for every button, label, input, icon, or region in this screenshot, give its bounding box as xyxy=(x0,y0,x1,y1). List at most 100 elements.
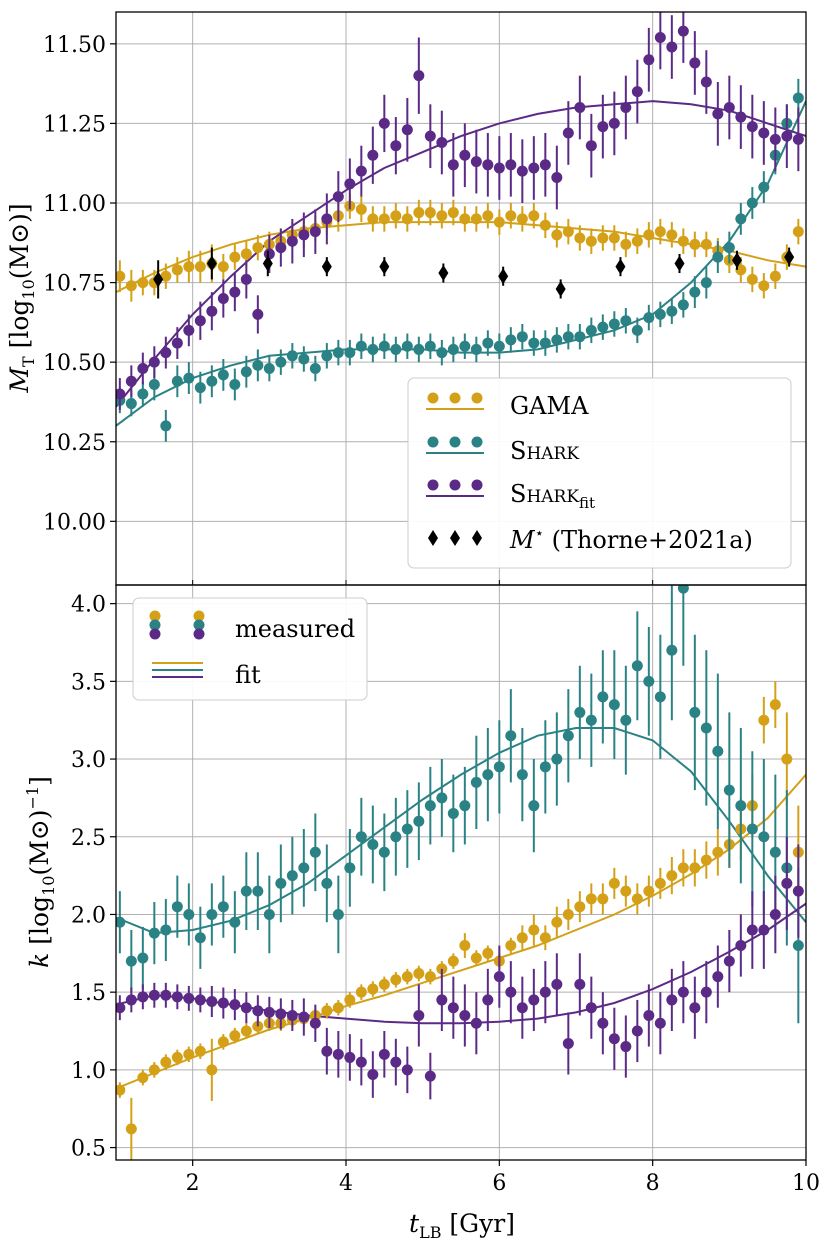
top-shark-fit-line xyxy=(116,100,806,427)
top-shark-point xyxy=(689,286,701,298)
bot-gama-point xyxy=(116,1084,126,1096)
bot-shark-point xyxy=(631,660,643,672)
top-sharkfit-point xyxy=(608,117,620,129)
top-shark-point xyxy=(171,375,183,387)
bot-sharkfit-point xyxy=(482,994,494,1006)
top-gama-point xyxy=(470,213,482,225)
top-shark-point xyxy=(562,331,574,343)
top-mstar-point xyxy=(784,249,795,266)
top-mstar-point xyxy=(732,252,742,269)
top-ytick-label: 11.50 xyxy=(43,33,106,58)
top-gama-point xyxy=(436,210,448,222)
legend-handle-shark-fit-marker xyxy=(427,479,439,491)
bot-shark-point xyxy=(240,885,252,897)
bot-sharkfit-point xyxy=(217,997,229,1009)
bot-sharkfit-point xyxy=(769,908,781,920)
legend-label-shark-fit: Sharkfit xyxy=(510,480,595,512)
bot-sharkfit-point xyxy=(378,1048,390,1060)
top-shark-point xyxy=(229,378,241,390)
top-sharkfit-point xyxy=(116,388,126,400)
bot-sharkfit-point xyxy=(470,1017,482,1029)
top-sharkfit-point xyxy=(217,293,229,304)
bot-gama-point xyxy=(160,1056,172,1068)
bot-shark-point xyxy=(263,908,275,920)
top-sharkfit-point xyxy=(528,162,540,174)
bot-ytick-label: 1.0 xyxy=(71,1059,106,1084)
bot-shark-point xyxy=(493,761,505,773)
bot-sharkfit-point xyxy=(332,1048,344,1060)
legend-handle-gama-marker xyxy=(449,392,461,404)
top-gama-point xyxy=(792,226,804,238)
legend-label-measured: measured xyxy=(235,615,355,643)
bot-shark-point xyxy=(551,753,563,765)
top-shark-point xyxy=(459,340,471,352)
top-shark-point xyxy=(597,321,609,333)
legend-handle-mstar-marker xyxy=(428,530,438,546)
bot-shark-point xyxy=(792,940,804,952)
bot-sharkfit-point xyxy=(298,1011,310,1023)
bot-shark-point xyxy=(758,831,770,843)
bot-shark-point xyxy=(746,823,758,835)
bot-sharkfit-point xyxy=(194,994,206,1006)
top-sharkfit-point xyxy=(551,172,563,184)
bot-gama-point xyxy=(585,893,597,905)
top-ytick-label: 11.25 xyxy=(43,112,106,137)
top-shark-point xyxy=(275,356,287,368)
bot-shark-point xyxy=(689,706,701,718)
bot-gama-point xyxy=(700,854,712,866)
bot-shark-point xyxy=(390,831,402,843)
top-sharkfit-point xyxy=(263,248,275,260)
top-shark-point xyxy=(482,337,494,349)
top-sharkfit-point xyxy=(447,159,459,171)
bot-gama-point xyxy=(217,1036,229,1048)
bot-sharkfit-point xyxy=(309,1017,321,1029)
top-gama-point xyxy=(183,261,195,273)
top-shark-point xyxy=(390,343,402,355)
top-gama-point xyxy=(378,213,390,225)
top-gama-point xyxy=(539,219,551,231)
top-sharkfit-point xyxy=(436,137,448,149)
top-shark-point xyxy=(183,372,195,384)
bot-sharkfit-point xyxy=(413,1009,425,1021)
top-sharkfit-point xyxy=(585,140,597,152)
top-mstar-point xyxy=(206,255,217,272)
top-sharkfit-point xyxy=(539,159,551,171)
top-mstar-point xyxy=(321,258,332,275)
bot-gama-point xyxy=(643,885,655,897)
top-sharkfit-point xyxy=(332,191,344,203)
top-gama-point xyxy=(194,261,206,273)
top-gama-point xyxy=(769,270,781,282)
bot-gama-point xyxy=(355,986,367,998)
bot-gama-point xyxy=(608,877,620,889)
bot-sharkfit-point xyxy=(263,1006,275,1018)
bot-gama-point xyxy=(654,877,666,889)
bot-gama-point xyxy=(528,924,540,936)
bot-shark-point xyxy=(321,877,333,889)
bot-gama-point xyxy=(539,932,551,944)
bot-sharkfit-point xyxy=(631,1025,643,1037)
top-shark-point xyxy=(677,299,689,311)
top-shark-point xyxy=(539,337,551,349)
top-gama-point xyxy=(677,235,689,247)
bot-sharkfit-point xyxy=(551,978,563,990)
top-sharkfit-point xyxy=(700,76,712,88)
top-sharkfit-point xyxy=(171,337,183,349)
bot-ytick-label: 2.5 xyxy=(71,826,106,851)
bot-shark-point xyxy=(597,691,609,703)
top-shark-point xyxy=(286,350,298,362)
top-sharkfit-point xyxy=(666,41,678,53)
top-shark-point xyxy=(344,347,356,359)
bottom-legend-handles xyxy=(149,610,205,678)
top-sharkfit-point xyxy=(493,162,505,174)
bot-sharkfit-point xyxy=(597,1017,609,1029)
top-sharkfit-point xyxy=(505,159,517,171)
bot-sharkfit-point xyxy=(700,986,712,998)
bot-gama-fit-line xyxy=(116,773,806,1090)
bot-shark-point xyxy=(229,916,241,928)
top-sharkfit-point xyxy=(367,149,379,161)
top-y-ticks: 10.00 10.25 10.50 10.75 11.00 11.25 11.50 xyxy=(43,33,116,535)
bot-sharkfit-point xyxy=(390,1056,402,1068)
bot-gama-point xyxy=(597,893,609,905)
bot-shark-point xyxy=(574,706,586,718)
